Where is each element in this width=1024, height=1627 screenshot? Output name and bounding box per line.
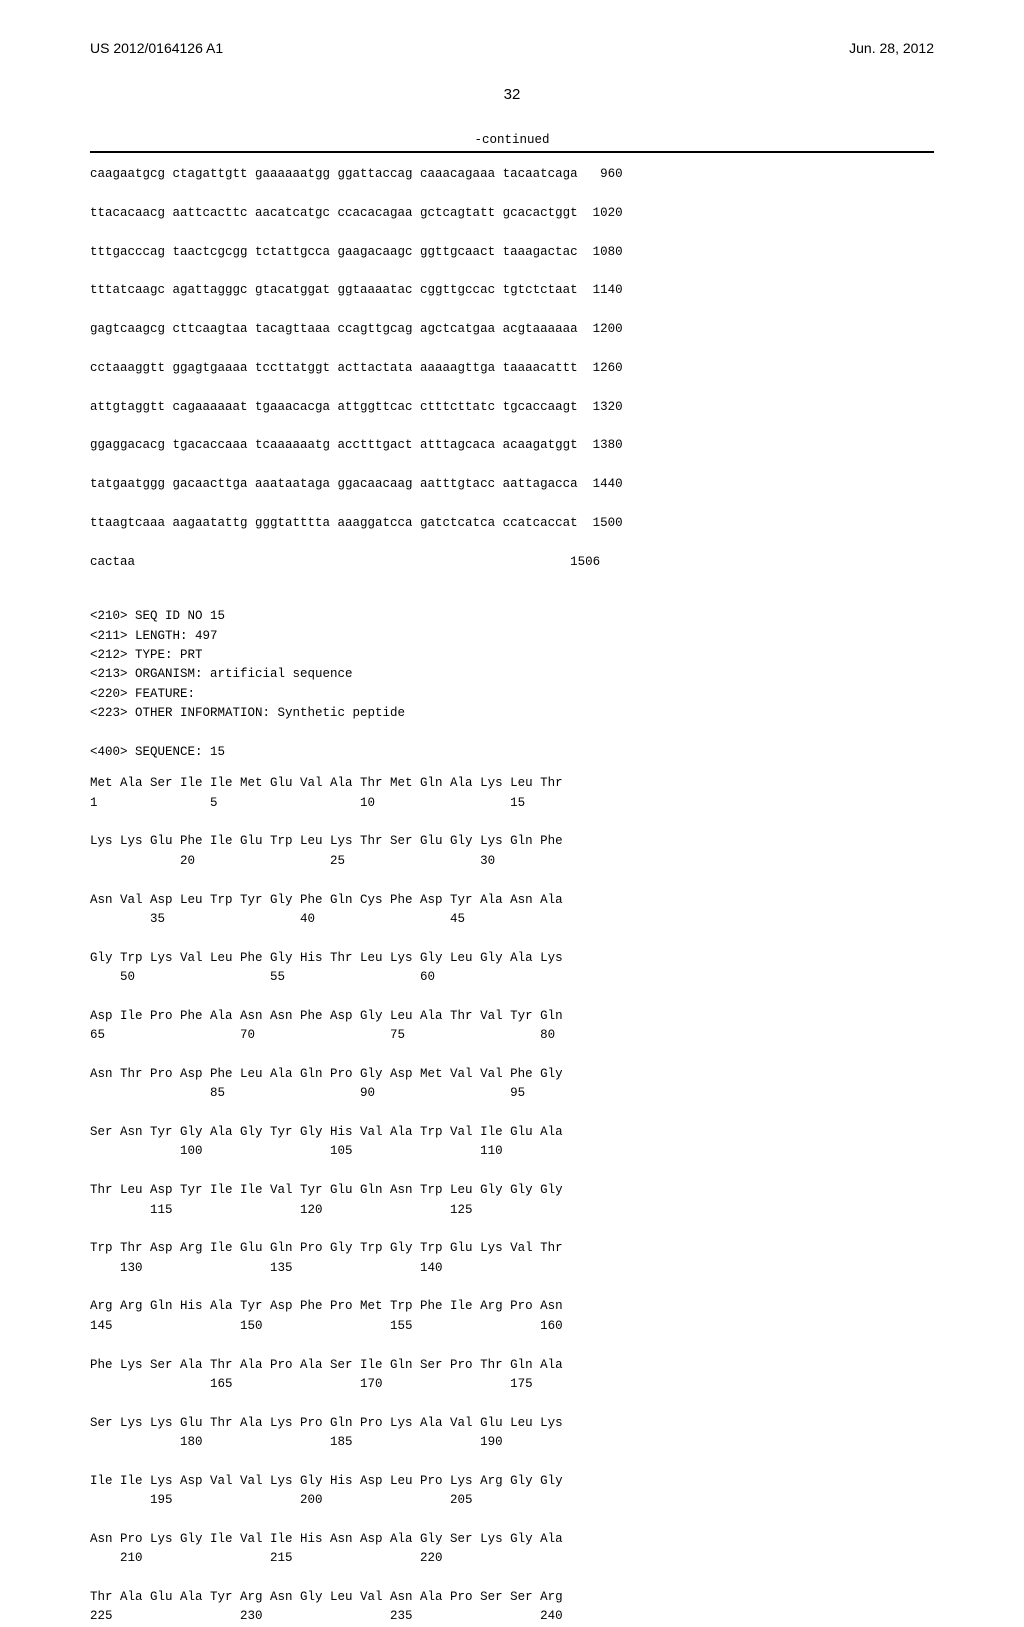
publication-number: US 2012/0164126 A1 <box>90 40 223 56</box>
meta-organism: <213> ORGANISM: artificial sequence <box>90 667 353 681</box>
publication-date: Jun. 28, 2012 <box>849 40 934 56</box>
meta-other-info: <223> OTHER INFORMATION: Synthetic pepti… <box>90 706 405 720</box>
page-header: US 2012/0164126 A1 Jun. 28, 2012 <box>90 40 934 56</box>
meta-sequence: <400> SEQUENCE: 15 <box>90 745 225 759</box>
dna-sequence-block: caagaatgcg ctagattgtt gaaaaaatgg ggattac… <box>90 165 934 572</box>
continued-label: -continued <box>90 133 934 147</box>
meta-seq-id: <210> SEQ ID NO 15 <box>90 609 225 623</box>
meta-type: <212> TYPE: PRT <box>90 648 203 662</box>
page-number: 32 <box>90 86 934 103</box>
protein-sequence-block: Met Ala Ser Ile Ile Met Glu Val Ala Thr … <box>90 774 934 1627</box>
sequence-metadata: <210> SEQ ID NO 15 <211> LENGTH: 497 <21… <box>90 588 934 762</box>
top-rule <box>90 151 934 153</box>
meta-length: <211> LENGTH: 497 <box>90 629 218 643</box>
meta-feature: <220> FEATURE: <box>90 687 195 701</box>
